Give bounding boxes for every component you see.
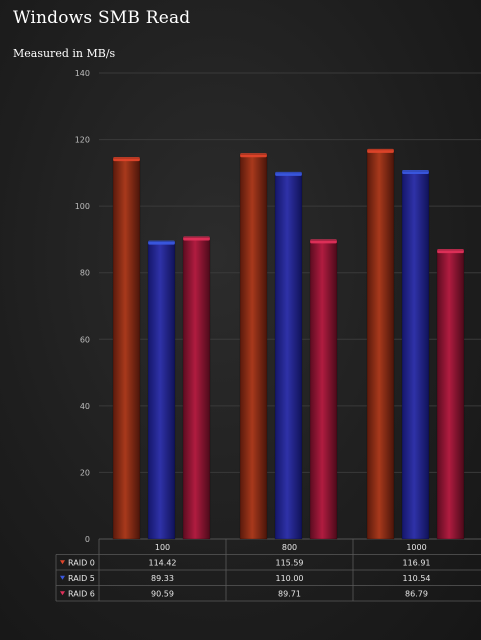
legend-marker-icon [60, 560, 65, 565]
legend-marker-icon [60, 591, 65, 596]
chart-title: Windows SMB Read [13, 8, 191, 28]
y-tick-label: 100 [75, 202, 90, 211]
bar [239, 153, 268, 540]
data-table-cell: 86.79 [405, 589, 428, 598]
y-tick-label: 140 [75, 69, 90, 78]
data-table-cell: 90.59 [151, 589, 174, 598]
data-table-cell: 89.33 [151, 574, 174, 583]
bar [366, 148, 395, 540]
y-tick-label: 80 [80, 269, 90, 278]
legend-series-name: RAID 5 [68, 574, 95, 583]
y-tick-label: 120 [75, 136, 90, 145]
bar [112, 157, 141, 540]
y-tick-label: 40 [80, 402, 90, 411]
bar [436, 249, 465, 540]
data-table-cell: 114.42 [149, 558, 177, 567]
legend-series-name: RAID 6 [68, 589, 95, 598]
data-table: 100 800 1000 RAID 0 114.42 115.59 116.91 RAID 5… [55, 539, 481, 602]
x-category-label: 100 [155, 543, 170, 552]
data-table-cell: 115.59 [276, 558, 304, 567]
legend-marker-icon [60, 575, 65, 580]
bar [274, 171, 303, 540]
legend-series-name: RAID 0 [68, 558, 95, 567]
bar [182, 236, 211, 540]
x-category-label: 800 [282, 543, 297, 552]
data-table-cell: 110.00 [276, 574, 304, 583]
y-tick-label: 0 [85, 535, 90, 544]
y-tick-label: 20 [80, 468, 90, 477]
data-table-cell: 116.91 [403, 558, 431, 567]
data-table-cell: 110.54 [403, 574, 431, 583]
bar [309, 239, 338, 540]
x-category-label: 1000 [406, 543, 426, 552]
bars [112, 148, 465, 540]
bar [147, 240, 176, 540]
bar [401, 170, 430, 540]
y-axis: 0 20 40 60 80 100 120 140 [75, 69, 90, 544]
chart-subtitle: Measured in MB/s [13, 47, 116, 60]
data-table-cell: 89.71 [278, 589, 301, 598]
y-tick-label: 60 [80, 335, 90, 344]
